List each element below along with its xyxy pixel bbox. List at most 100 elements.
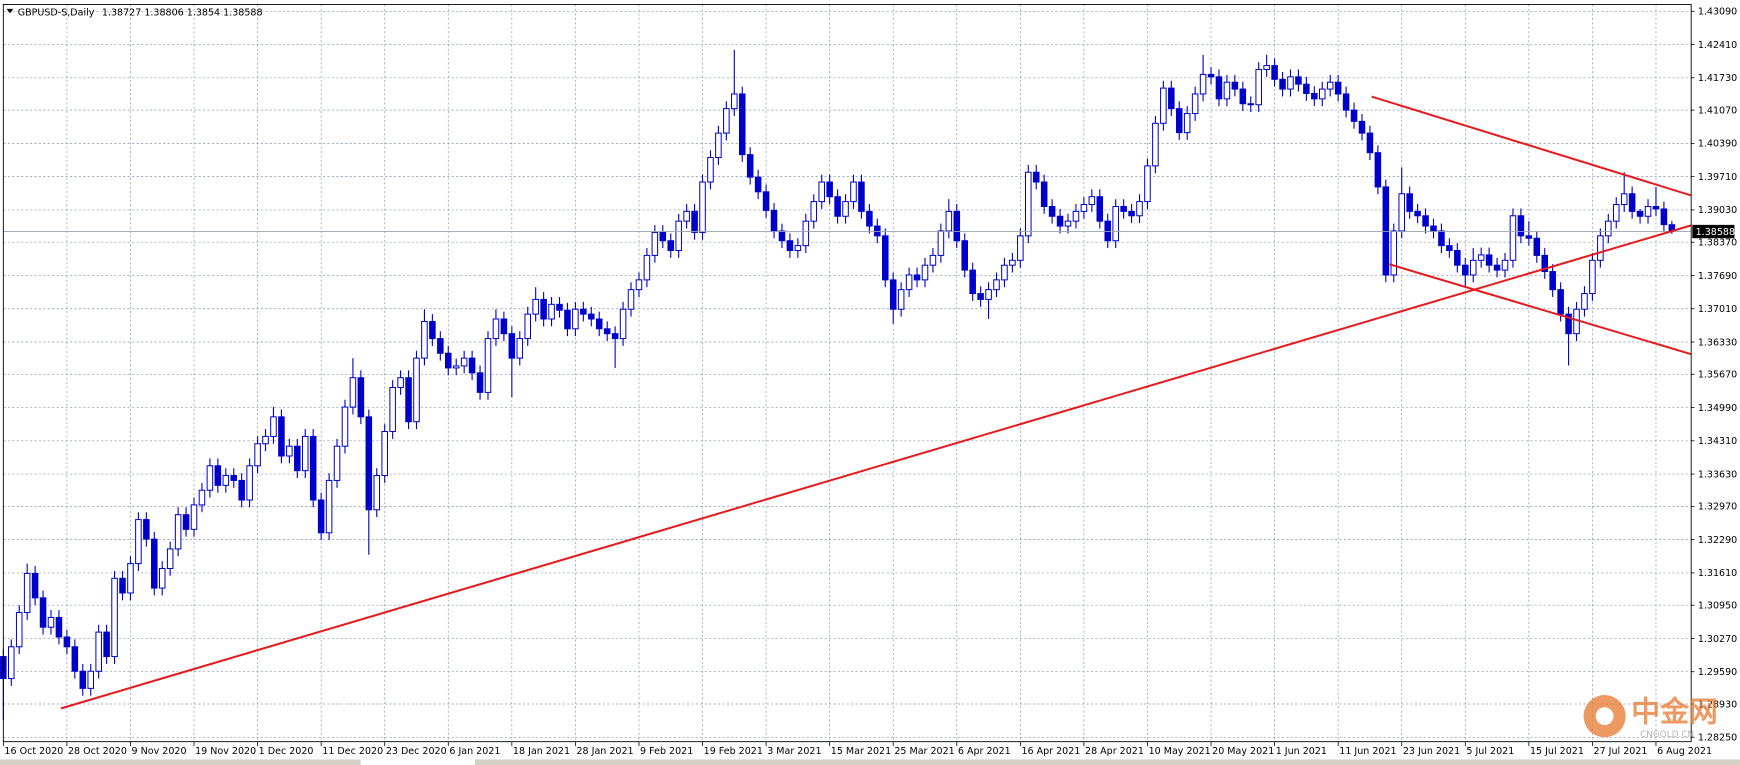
candle-body (476, 372, 484, 393)
candle-body (1191, 93, 1199, 115)
y-tick-label: 1.41730 (1698, 73, 1737, 84)
candle-body (1112, 205, 1119, 242)
x-tick-label: 11 Dec 2020 (322, 746, 383, 757)
candle-body (1128, 210, 1135, 217)
candle-body (1501, 259, 1509, 271)
chart-header: GBPUSD-S,Daily 1.38727 1.38806 1.3854 1.… (18, 8, 263, 19)
candle-body (317, 499, 325, 534)
candle-body (842, 201, 849, 217)
candle-body (1040, 181, 1048, 207)
candle-body (556, 303, 563, 311)
y-tick-label: 1.37690 (1698, 271, 1737, 282)
candle-body (1056, 215, 1064, 227)
candle-body (516, 338, 524, 359)
candle-body (969, 269, 976, 295)
tab-bar (474, 759, 1740, 765)
candle-body (1525, 235, 1533, 239)
candle-body (1358, 120, 1366, 134)
candle-body (731, 93, 738, 110)
candle-body (691, 210, 698, 233)
candle-body (254, 443, 261, 467)
candle-body (405, 377, 412, 423)
candle-body (643, 254, 651, 281)
candle-body (905, 274, 913, 291)
candle-body (460, 357, 468, 367)
y-tick-label: 1.34990 (1698, 403, 1737, 414)
candle-body (548, 303, 555, 320)
candle-body (39, 597, 47, 628)
candle-body (564, 309, 571, 330)
menu-arrow (6, 8, 14, 14)
candle-body (262, 435, 269, 445)
candle-body (929, 254, 937, 266)
candle-body (1009, 259, 1016, 266)
candle-body (1438, 230, 1445, 247)
candle-body (437, 338, 444, 354)
candle-body (1271, 65, 1278, 80)
candle-body (794, 245, 802, 252)
candle-body (1199, 73, 1207, 95)
candle-body (1549, 271, 1556, 291)
candle-body (627, 289, 635, 310)
trend-line (1371, 95, 1692, 197)
candle-body (659, 231, 667, 242)
candle-body (246, 465, 253, 501)
candle-body (1088, 196, 1096, 206)
price-label: 1.38588 (1696, 227, 1735, 238)
x-tick-label: 19 Nov 2020 (195, 746, 256, 757)
x-tick-label: 1 Jun 2021 (1276, 746, 1327, 757)
candle-body (1183, 113, 1191, 134)
candle-body (1509, 215, 1517, 261)
candle-body (230, 475, 238, 481)
candle-body (158, 568, 166, 589)
candle-body (182, 514, 190, 530)
candle-body (1318, 88, 1326, 100)
candle-body (874, 225, 881, 237)
candle-body (71, 646, 79, 672)
watermark: 中金网 CNGOLD.CN (1583, 695, 1718, 740)
close-value: 1.38588 (223, 8, 262, 19)
y-tick-label: 1.28930 (1698, 699, 1737, 710)
candle-body (1565, 313, 1572, 335)
candles (0, 49, 1692, 721)
watermark-title: 中金网 (1631, 695, 1718, 729)
candle-body (95, 631, 102, 672)
candle-body (1263, 65, 1270, 71)
candle-body (540, 298, 547, 320)
candle-body (1612, 204, 1620, 222)
candle-body (151, 538, 158, 589)
candle-body (802, 220, 810, 247)
candle-body (79, 670, 87, 689)
candle-body (786, 240, 794, 252)
tab-bar (0, 759, 361, 765)
candle-body (1223, 81, 1231, 100)
candle-body (508, 333, 516, 359)
candle-body (278, 416, 285, 457)
candle-body (1279, 78, 1286, 90)
candle-body (55, 616, 63, 638)
candle-body (1414, 210, 1421, 217)
candle-body (1406, 193, 1413, 212)
candle-body (1652, 205, 1660, 210)
candle-body (1469, 259, 1477, 276)
candle-body (500, 318, 508, 335)
x-tick-label: 16 Apr 2021 (1021, 746, 1080, 757)
candle-body (707, 157, 714, 183)
y-tick-label: 1.32970 (1698, 502, 1737, 513)
y-tick-label: 1.39030 (1698, 205, 1737, 216)
candle-body (881, 235, 889, 281)
candle-body (1032, 171, 1040, 183)
high-value: 1.38806 (144, 8, 183, 19)
candle-body (1350, 109, 1358, 122)
candle-body (15, 612, 23, 648)
candle-body (421, 320, 428, 359)
candle-body (1597, 235, 1604, 261)
candle-body (834, 196, 841, 217)
candle-body (47, 616, 55, 628)
candle-body (667, 240, 675, 252)
candle-body (1207, 73, 1215, 78)
candle-body (484, 338, 492, 393)
low-value: 1.3854 (187, 8, 220, 19)
candle-body (444, 352, 452, 369)
candle-body (111, 577, 118, 658)
